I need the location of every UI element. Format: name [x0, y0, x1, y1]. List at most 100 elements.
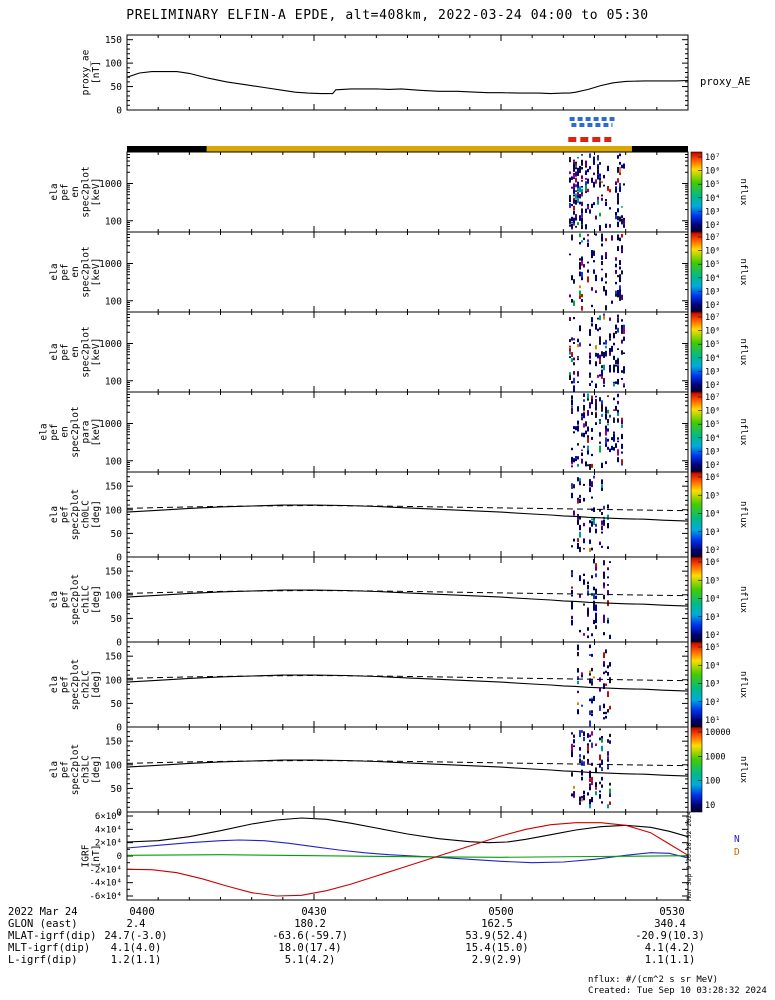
svg-text:nflux: nflux	[738, 418, 748, 446]
svg-text:10⁶: 10⁶	[705, 473, 720, 483]
svg-text:10⁷: 10⁷	[705, 393, 720, 403]
svg-text:150: 150	[105, 567, 122, 578]
svg-text:-6×10⁴: -6×10⁴	[89, 892, 122, 902]
svg-text:0: 0	[116, 808, 122, 819]
footer-row-mlt: MLT-igrf(dip) 4.1(4.0) 18.0(17.4) 15.4(1…	[0, 942, 775, 954]
svg-text:en: en	[70, 266, 81, 277]
svg-text:[deg]: [deg]	[91, 670, 102, 699]
svg-text:[nT]: [nT]	[91, 845, 102, 868]
svg-text:10⁴: 10⁴	[705, 510, 720, 520]
svg-text:ch3LC: ch3LC	[81, 755, 92, 784]
plot-title: PRELIMINARY ELFIN-A EPDE, alt=408km, 202…	[126, 8, 649, 23]
svg-text:[deg]: [deg]	[91, 500, 102, 529]
footer-row-mlat: MLAT-igrf(dip) 24.7(-3.0) -63.6(-59.7) 5…	[0, 930, 775, 942]
svg-text:0: 0	[116, 638, 122, 649]
svg-text:10⁵: 10⁵	[705, 643, 720, 653]
svg-text:pef: pef	[60, 591, 71, 608]
svg-text:10²: 10²	[705, 546, 720, 556]
svg-text:50: 50	[111, 82, 123, 93]
created-timestamp: Created: Tue Sep 10 03:28:32 2024	[588, 986, 767, 996]
footer-value: -20.9(10.3)	[635, 930, 705, 942]
footer-value: 162.5	[481, 918, 513, 930]
svg-text:nflux: nflux	[738, 178, 748, 206]
svg-text:-2×10⁴: -2×10⁴	[89, 865, 122, 875]
svg-text:1000: 1000	[99, 259, 122, 270]
svg-text:10⁷: 10⁷	[705, 313, 720, 323]
svg-text:nflux: nflux	[738, 338, 748, 366]
footer-value: 1.2(1.1)	[110, 954, 162, 966]
footer-row-glon: GLON (east) 2.4 180.2 162.5 340.4	[0, 918, 775, 930]
svg-text:50: 50	[111, 784, 123, 795]
time-axis-row: 2022 Mar 24 0400 0430 0500 0530	[0, 906, 775, 918]
svg-text:IGRF: IGRF	[81, 844, 92, 867]
svg-text:100: 100	[105, 216, 122, 227]
svg-text:spec2plot: spec2plot	[81, 246, 92, 297]
svg-text:ela: ela	[49, 506, 60, 523]
svg-text:50: 50	[111, 529, 123, 540]
svg-text:10⁵: 10⁵	[705, 260, 720, 270]
footer-value: 53.9(52.4)	[465, 930, 529, 942]
svg-text:10⁴: 10⁴	[705, 194, 720, 204]
svg-text:10³: 10³	[705, 207, 720, 217]
nflux-unit-note: nflux: #/(cm^2 s sr MeV)	[588, 975, 719, 985]
svg-text:100: 100	[105, 760, 122, 771]
svg-text:10⁶: 10⁶	[705, 407, 720, 417]
svg-text:proxy_ae: proxy_ae	[81, 49, 92, 95]
svg-text:10000: 10000	[705, 728, 731, 738]
panel-proxy_AE: proxy_ae [nT] 0 50 100 150	[81, 34, 689, 117]
svg-text:[deg]: [deg]	[91, 585, 102, 614]
svg-text:ela: ela	[49, 343, 60, 360]
svg-text:pef: pef	[60, 506, 71, 523]
time-tick-0430: 0430	[301, 906, 327, 918]
footer-row-label: GLON (east)	[8, 918, 78, 930]
svg-text:10²: 10²	[705, 631, 720, 641]
svg-text:pef: pef	[60, 263, 71, 280]
panel-en_spec_1: ela pef en spec2plot [keV]1000 100 10⁷ 10⁶ 10⁵ 10…	[49, 151, 748, 233]
footer-value: -63.6(-59.7)	[272, 930, 348, 942]
svg-text:0: 0	[116, 723, 122, 734]
svg-text:[keV]: [keV]	[91, 258, 102, 287]
svg-text:[deg]: [deg]	[91, 755, 102, 784]
svg-text:[keV]: [keV]	[91, 418, 102, 447]
svg-text:10⁶: 10⁶	[705, 327, 720, 337]
svg-text:1000: 1000	[99, 179, 122, 190]
collection-markers	[127, 117, 688, 152]
svg-text:10⁴: 10⁴	[705, 661, 720, 671]
svg-text:nflux: nflux	[738, 756, 748, 784]
svg-text:pef: pef	[49, 423, 60, 440]
svg-text:10²: 10²	[705, 381, 720, 391]
svg-text:10³: 10³	[705, 367, 720, 377]
svg-text:10³: 10³	[705, 680, 720, 690]
footer-value: 2.4	[126, 918, 146, 930]
svg-text:10⁴: 10⁴	[705, 274, 720, 284]
svg-text:ela: ela	[39, 423, 50, 440]
svg-text:100: 100	[105, 505, 122, 516]
svg-text:nflux: nflux	[738, 671, 748, 699]
svg-text:pef: pef	[60, 676, 71, 693]
svg-text:ch1LC: ch1LC	[81, 585, 92, 614]
footer-value: 2.9(2.9)	[471, 954, 523, 966]
svg-text:ela: ela	[49, 676, 60, 693]
svg-text:ela: ela	[49, 183, 60, 200]
svg-text:ch2LC: ch2LC	[81, 670, 92, 699]
svg-text:en: en	[60, 426, 71, 437]
svg-text:150: 150	[105, 737, 122, 748]
svg-text:50: 50	[111, 699, 123, 710]
svg-text:10⁵: 10⁵	[705, 420, 720, 430]
svg-text:1000: 1000	[705, 752, 725, 762]
svg-text:0: 0	[116, 553, 122, 564]
svg-text:10⁷: 10⁷	[705, 233, 720, 243]
footer-row-label: MLAT-igrf(dip)	[8, 930, 97, 942]
svg-text:10⁴: 10⁴	[705, 434, 720, 444]
svg-text:[nT]: [nT]	[91, 61, 102, 84]
svg-text:D: D	[734, 847, 740, 858]
svg-text:spec2plot: spec2plot	[81, 326, 92, 377]
svg-text:10⁴: 10⁴	[705, 595, 720, 605]
svg-text:1000: 1000	[99, 419, 122, 430]
footer-value: 180.2	[294, 918, 326, 930]
svg-text:10: 10	[705, 801, 715, 811]
svg-text:10³: 10³	[705, 528, 720, 538]
svg-text:ela: ela	[49, 591, 60, 608]
panel-ch2LC: ela pef spec2plot ch2LC [deg] 0 50 100 150 10⁵ 10⁴…	[49, 641, 748, 734]
footer-value: 15.4(15.0)	[465, 942, 529, 954]
